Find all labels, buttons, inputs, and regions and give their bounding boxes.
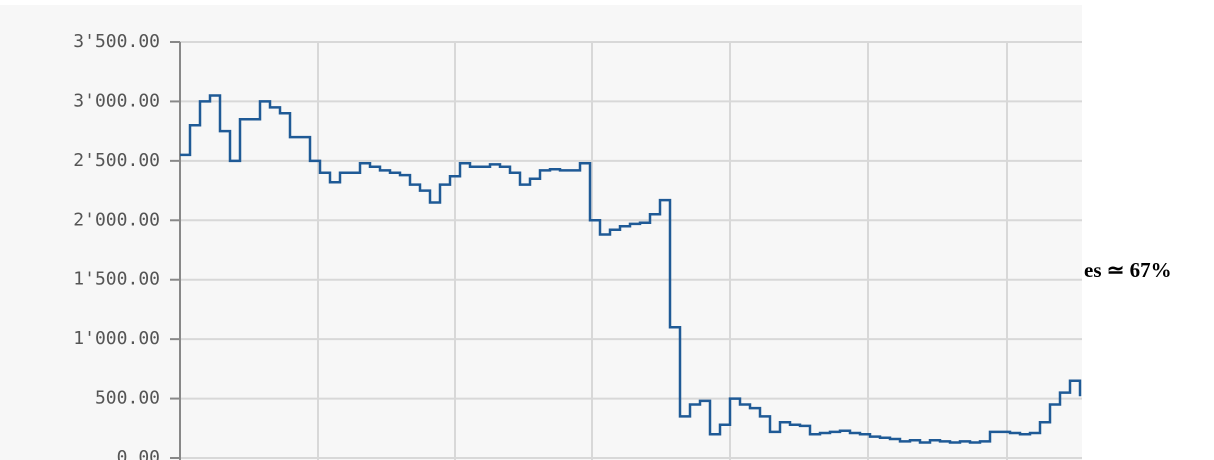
y-tick-label: 2'500.00: [73, 150, 160, 171]
annotation: es ≃ 67%: [1084, 258, 1172, 282]
y-tick-label: 3'000.00: [73, 90, 160, 111]
y-tick-label: 0.00: [117, 447, 160, 460]
y-tick-label: 3'500.00: [73, 31, 160, 52]
y-tick-label: 500.00: [95, 388, 160, 409]
y-tick-label: 1'500.00: [73, 269, 160, 290]
price-line: [180, 94, 1082, 444]
plot-background: [0, 5, 1082, 460]
y-tick-label: 1'000.00: [73, 328, 160, 349]
y-tick-label: 2'000.00: [73, 209, 160, 230]
vertical-grid: [317, 42, 1008, 460]
